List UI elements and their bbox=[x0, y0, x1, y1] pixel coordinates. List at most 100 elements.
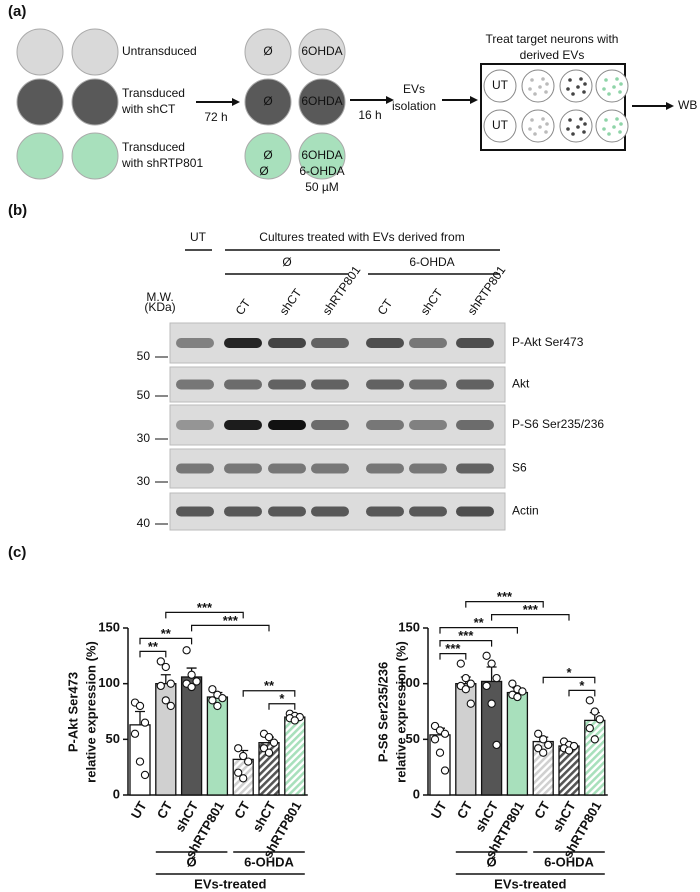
treat-title: derived EVs bbox=[520, 48, 585, 62]
significance-bracket bbox=[465, 601, 544, 608]
significance-label: ** bbox=[264, 678, 275, 693]
data-point bbox=[140, 718, 150, 727]
data-point bbox=[487, 659, 496, 668]
ev-dot bbox=[576, 125, 580, 129]
culture-well bbox=[244, 132, 292, 180]
treatment-label: 50 µM bbox=[305, 180, 339, 194]
blot-band bbox=[366, 463, 404, 474]
culture-well bbox=[71, 28, 119, 76]
bar bbox=[429, 734, 451, 796]
ev-dot bbox=[612, 125, 616, 129]
data-point bbox=[208, 685, 217, 694]
data-point bbox=[518, 687, 527, 696]
treatment-label: 6-OHDA bbox=[299, 164, 344, 178]
lane-label: CT bbox=[375, 296, 396, 318]
ev-dot bbox=[533, 132, 537, 136]
panel-label: (b) bbox=[8, 202, 27, 219]
blot-band bbox=[456, 420, 494, 430]
data-point bbox=[269, 738, 279, 747]
step-label: 16 h bbox=[358, 108, 381, 122]
blot-band bbox=[311, 338, 349, 348]
data-point bbox=[213, 701, 222, 711]
data-point bbox=[534, 729, 543, 738]
x-tick-label: UT bbox=[128, 799, 150, 822]
data-point bbox=[187, 682, 196, 692]
y-tick-label: 0 bbox=[113, 786, 120, 801]
x-tick-label: CT bbox=[454, 799, 476, 822]
ev-dot bbox=[541, 77, 545, 81]
mw-label: 50 bbox=[137, 388, 151, 402]
step-label: isolation bbox=[392, 99, 436, 113]
data-point bbox=[590, 707, 599, 716]
target-well bbox=[595, 109, 629, 143]
well-label: UT bbox=[492, 118, 509, 132]
ev-dot bbox=[579, 117, 583, 121]
ev-dot bbox=[618, 130, 622, 134]
x-tick-label: CT bbox=[154, 799, 176, 822]
chart: 0 50 100 150 P-S6 Ser235/236 relative express… bbox=[375, 589, 608, 891]
blot-band bbox=[268, 379, 306, 390]
well-label: Ø bbox=[263, 44, 272, 58]
data-point bbox=[456, 659, 465, 668]
significance-label: *** bbox=[458, 628, 474, 643]
data-point bbox=[166, 701, 175, 711]
blot-band bbox=[268, 463, 306, 474]
data-point bbox=[161, 696, 170, 705]
chart: 0 50 100 150 P-Akt Ser473 relative expression… bbox=[65, 600, 308, 891]
data-point bbox=[156, 657, 165, 666]
data-point bbox=[239, 774, 248, 783]
data-point bbox=[539, 735, 548, 744]
ev-dot bbox=[576, 85, 580, 89]
blot-band bbox=[366, 420, 404, 430]
data-point bbox=[544, 740, 553, 750]
data-point bbox=[440, 766, 450, 775]
mw-header: (KDa) bbox=[144, 300, 175, 314]
blot-band bbox=[224, 420, 262, 430]
data-point bbox=[135, 757, 145, 766]
data-point bbox=[140, 770, 150, 780]
data-point bbox=[539, 748, 548, 757]
well-label: UT bbox=[492, 78, 509, 92]
blot-band bbox=[176, 463, 214, 474]
ev-dot bbox=[541, 117, 545, 121]
data-point bbox=[234, 768, 243, 777]
y-axis-label: P-S6 Ser235/236 bbox=[375, 662, 390, 762]
significance-label: *** bbox=[223, 613, 239, 628]
group-label: EVs-treated bbox=[194, 876, 266, 891]
target-well bbox=[559, 109, 593, 143]
ev-dot bbox=[615, 77, 619, 81]
ev-dot bbox=[579, 77, 583, 81]
blot-band bbox=[224, 379, 262, 390]
significance-label: ** bbox=[474, 615, 485, 630]
group-label: Untransduced bbox=[122, 44, 197, 58]
data-point bbox=[290, 716, 299, 725]
significance-label: *** bbox=[445, 641, 461, 656]
data-point bbox=[259, 744, 269, 753]
data-point bbox=[156, 681, 165, 691]
data-point bbox=[182, 646, 191, 655]
significance-bracket bbox=[568, 689, 596, 697]
significance-label: ** bbox=[161, 626, 172, 641]
ev-dot bbox=[528, 87, 532, 91]
blot-band bbox=[311, 506, 349, 517]
x-tick-label: UT bbox=[428, 799, 450, 822]
bar bbox=[206, 696, 229, 796]
significance-label: *** bbox=[497, 589, 513, 604]
data-point bbox=[264, 748, 274, 757]
y-axis-label: relative expression (%) bbox=[393, 641, 408, 783]
group-label: 6-OHDA bbox=[544, 854, 594, 869]
target-well bbox=[595, 69, 629, 103]
blot-band bbox=[409, 463, 447, 474]
panel-label: (a) bbox=[8, 3, 26, 20]
blot-band bbox=[456, 379, 494, 390]
group-label: 6-OHDA bbox=[244, 854, 294, 869]
data-point bbox=[239, 751, 248, 761]
culture-well bbox=[16, 132, 64, 180]
blot-band bbox=[366, 506, 404, 517]
ut-label: UT bbox=[190, 230, 207, 244]
significance-bracket bbox=[542, 676, 596, 684]
group-label: Ø bbox=[487, 854, 497, 869]
ev-dot bbox=[604, 78, 608, 82]
